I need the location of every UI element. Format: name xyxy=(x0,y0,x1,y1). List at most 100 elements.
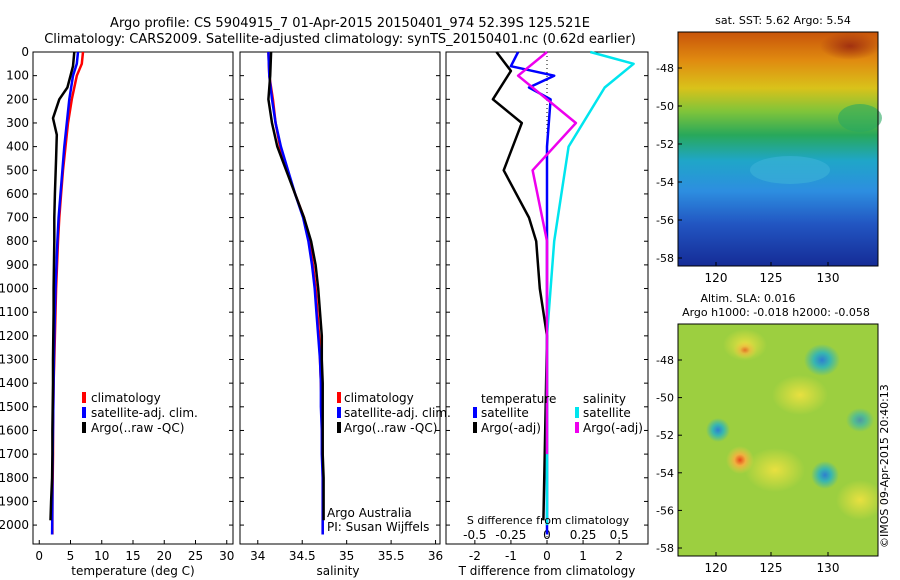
legend-label: climatology xyxy=(91,391,161,405)
depth-tick-label: 1700 xyxy=(0,447,29,461)
map-lat-label: -56 xyxy=(656,214,674,227)
depth-tick-label: 1600 xyxy=(0,423,29,437)
salinity-tick-label: 36 xyxy=(428,549,443,563)
depth-tick-label: 1300 xyxy=(0,353,29,367)
diff-s-tick-label: -0.5 xyxy=(463,528,486,542)
salinity-plot-frame xyxy=(239,51,441,545)
sla-yellow-patch xyxy=(772,375,828,415)
map-lat-label: -54 xyxy=(656,467,674,480)
sla-low-patch xyxy=(804,344,840,376)
legend-swatch-satellite xyxy=(337,407,341,418)
map-lat-label: -48 xyxy=(656,62,674,75)
map-lat-label: -52 xyxy=(656,138,674,151)
legend-label: satellite xyxy=(481,406,529,420)
temperature-tick-label: 15 xyxy=(125,549,140,563)
legend-swatch-climatology xyxy=(337,392,341,403)
legend-label: Argo(-adj) xyxy=(481,421,541,435)
sst-map-frame xyxy=(677,31,879,267)
sla-map-field xyxy=(678,324,878,556)
temperature-tick-label: 25 xyxy=(188,549,203,563)
temperature-plot-frame xyxy=(32,51,234,545)
header-title-line2: Climatology: CARS2009. Satellite-adjuste… xyxy=(44,32,636,47)
legend-title-temperature: temperature xyxy=(481,392,556,406)
sla-map-title1: Altim. SLA: 0.016 xyxy=(700,292,795,305)
temperature-tick-label: 10 xyxy=(94,549,109,563)
temperature-tick-label: 0 xyxy=(35,549,43,563)
diff-s-tick-label: 0.25 xyxy=(570,528,597,542)
legend-label: Argo(..raw -QC) xyxy=(344,421,437,435)
difference-xlabel: T difference from climatology xyxy=(458,564,636,578)
diff-s-tick-label: 0 xyxy=(543,528,551,542)
sst-map xyxy=(677,31,882,267)
map-lat-label: -52 xyxy=(656,429,674,442)
legend-swatch-s-argo xyxy=(575,422,579,433)
salinity-tick-label: 35.5 xyxy=(378,549,405,563)
depth-tick-label: 1000 xyxy=(0,282,29,296)
salinity-tick-label: 34.5 xyxy=(289,549,316,563)
sla-map xyxy=(677,323,884,557)
temperature-tick-label: 20 xyxy=(157,549,172,563)
map-lat-label: -50 xyxy=(656,392,674,405)
depth-tick-label: 200 xyxy=(6,92,29,106)
series-line-salinity-argo-adj- xyxy=(516,51,578,455)
sla-yellow-patch xyxy=(836,480,884,520)
sla-high-patch xyxy=(726,446,754,474)
temperature-tick-label: 30 xyxy=(219,549,234,563)
series-line-argo-raw-qc- xyxy=(267,51,325,521)
map-lat-label: -48 xyxy=(656,354,674,367)
temperature-tick-label: 5 xyxy=(67,549,75,563)
diff-t-tick-label: -2 xyxy=(469,549,481,563)
sla-map-title2: Argo h1000: -0.018 h2000: -0.058 xyxy=(682,306,870,319)
sla-low-patch xyxy=(846,408,874,432)
legend-swatch-argo xyxy=(337,422,341,433)
legend-label: climatology xyxy=(344,391,414,405)
map-lon-label: 125 xyxy=(760,271,783,285)
depth-tick-label: 100 xyxy=(6,69,29,83)
legend-label: Argo(-adj) xyxy=(583,421,643,435)
salinity-tick-label: 34 xyxy=(250,549,265,563)
diff-t-tick-label: 1 xyxy=(579,549,587,563)
sla-yellow-patch xyxy=(745,448,805,492)
legend-swatch-satellite xyxy=(82,407,86,418)
depth-tick-label: 1100 xyxy=(0,305,29,319)
salinity-tick-label: 35 xyxy=(339,549,354,563)
depth-tick-label: 600 xyxy=(6,187,29,201)
series-line-salinity-satellite xyxy=(545,50,635,526)
s-difference-xlabel: S difference from climatology xyxy=(467,514,630,527)
map-lat-label: -58 xyxy=(656,542,674,555)
series-line-argo-raw-qc- xyxy=(49,51,76,521)
depth-tick-label: 1200 xyxy=(0,329,29,343)
sla-low-patch xyxy=(811,461,839,489)
map-lat-label: -50 xyxy=(656,100,674,113)
temperature-axis: 0 5 10 15 20 25 30 xyxy=(35,540,234,563)
sla-low-patch xyxy=(706,418,730,442)
sst-warm-patch xyxy=(820,32,880,60)
diff-t-tick-label: -1 xyxy=(505,549,517,563)
diff-t-tick-label: 0 xyxy=(543,549,551,563)
depth-tick-label: 0 xyxy=(21,45,29,59)
depth-tick-label: 800 xyxy=(6,234,29,248)
salinity-legend: climatology satellite-adj. clim. Argo(..… xyxy=(327,391,451,534)
sst-map-field xyxy=(678,32,878,266)
legend-swatch-s-satellite xyxy=(575,407,579,418)
map-lon-label: 130 xyxy=(817,271,840,285)
argo-australia-note: Argo Australia xyxy=(327,506,412,520)
legend-swatch-t-satellite xyxy=(473,407,477,418)
sst-cyan-patch xyxy=(750,156,830,184)
depth-axis: 0 100 200 300 400 500 600 700 800 900 1000 1100 1200… xyxy=(0,45,648,532)
sla-map-axes: -48 -50 -52 -54 -56 -58 120 125 130 xyxy=(656,354,839,575)
profile-series xyxy=(49,50,635,535)
legend-label: Argo(..raw -QC) xyxy=(91,421,184,435)
map-lon-label: 130 xyxy=(817,561,840,575)
temperature-legend: climatology satellite-adj. clim. Argo(..… xyxy=(82,391,198,435)
depth-tick-label: 700 xyxy=(6,211,29,225)
difference-legend: temperature satellite Argo(-adj) salinit… xyxy=(473,392,643,435)
legend-swatch-t-argo xyxy=(473,422,477,433)
legend-label: satellite-adj. clim. xyxy=(344,406,451,420)
pi-note: PI: Susan Wijffels xyxy=(327,520,429,534)
depth-tick-label: 1400 xyxy=(0,376,29,390)
map-lat-label: -54 xyxy=(656,176,674,189)
map-lat-label: -56 xyxy=(656,504,674,517)
legend-label: satellite-adj. clim. xyxy=(91,406,198,420)
